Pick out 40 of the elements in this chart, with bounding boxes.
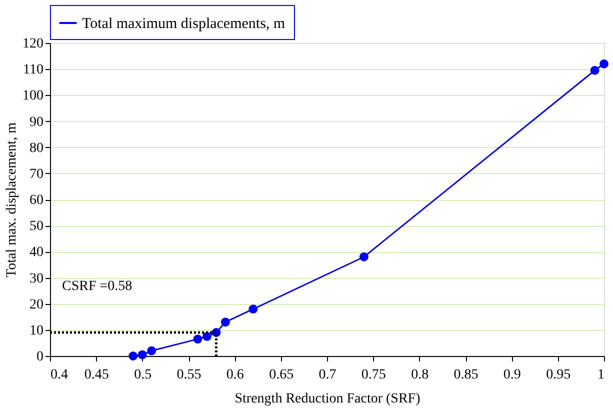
x-tick-label: 0.95 <box>546 368 571 382</box>
point <box>359 252 368 262</box>
x-tick-label: 0.9 <box>503 368 521 382</box>
point <box>138 350 147 360</box>
y-tick-label: 110 <box>23 62 44 78</box>
y-tick-label: 10 <box>30 323 44 338</box>
y-tick-label: 120 <box>22 36 44 52</box>
y-tick-label: 0 <box>36 350 44 364</box>
y-tick-label: 50 <box>30 219 44 234</box>
y-tick-label: 20 <box>30 297 44 312</box>
x-tick-label: 0.8 <box>411 368 429 382</box>
y-tick-label: 60 <box>30 193 44 208</box>
point <box>600 59 608 68</box>
x-tick-label: 0.5 <box>134 368 152 382</box>
y-tick-label: 100 <box>22 88 44 104</box>
y-tick-label: 40 <box>30 245 44 260</box>
x-tick-label: 1 <box>598 368 604 382</box>
annotation: CSRF =0.58 <box>62 279 132 294</box>
x-tick-label: 0.6 <box>226 368 244 382</box>
y-tick-label: 80 <box>30 140 44 156</box>
x-tick-label: 0.4 <box>50 368 68 382</box>
y-tick-label: 30 <box>30 271 44 286</box>
point <box>202 332 212 341</box>
point <box>193 334 202 344</box>
x-tick-label: 0.55 <box>176 368 202 382</box>
x-axis-title: Strength Reduction Factor (SRF) <box>234 392 421 406</box>
y-axis-title: Total max. displacement, m <box>4 122 20 278</box>
y-tick-label: 90 <box>30 114 44 130</box>
point <box>220 318 230 327</box>
point <box>128 352 138 360</box>
point <box>147 346 156 356</box>
legend-label: Total maximum displacements, m <box>82 16 286 32</box>
y-tick-label: 70 <box>30 166 44 182</box>
x-tick-label: 0.45 <box>84 368 109 382</box>
x-tick-label: 0.7 <box>318 368 336 382</box>
x-tick-label: 0.85 <box>454 368 478 382</box>
point <box>248 304 258 314</box>
x-tick-label: 0.75 <box>361 368 386 382</box>
point <box>590 66 600 75</box>
x-tick-label: 0.65 <box>269 368 294 382</box>
